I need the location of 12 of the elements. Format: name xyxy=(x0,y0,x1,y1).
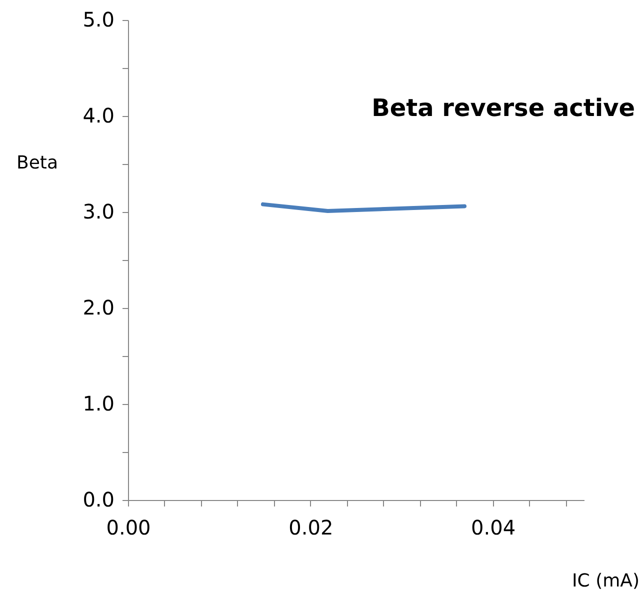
y-axis-title: Beta xyxy=(16,152,58,174)
y-tick-label: 4.0 xyxy=(82,104,114,128)
x-tick-label: 0.02 xyxy=(288,516,334,540)
y-tick-label: 3.0 xyxy=(82,200,114,224)
y-tick-label: 2.0 xyxy=(82,296,114,320)
x-tick-label: 0.04 xyxy=(471,516,516,540)
y-tick-label: 5.0 xyxy=(82,8,114,32)
x-tick-label: 0.00 xyxy=(106,516,151,540)
x-axis-title: IC (mA) xyxy=(572,570,640,592)
y-tick-label: 0.0 xyxy=(82,488,114,512)
text: Beta reverse active xyxy=(372,94,635,122)
y-tick-label: 1.0 xyxy=(82,392,114,416)
